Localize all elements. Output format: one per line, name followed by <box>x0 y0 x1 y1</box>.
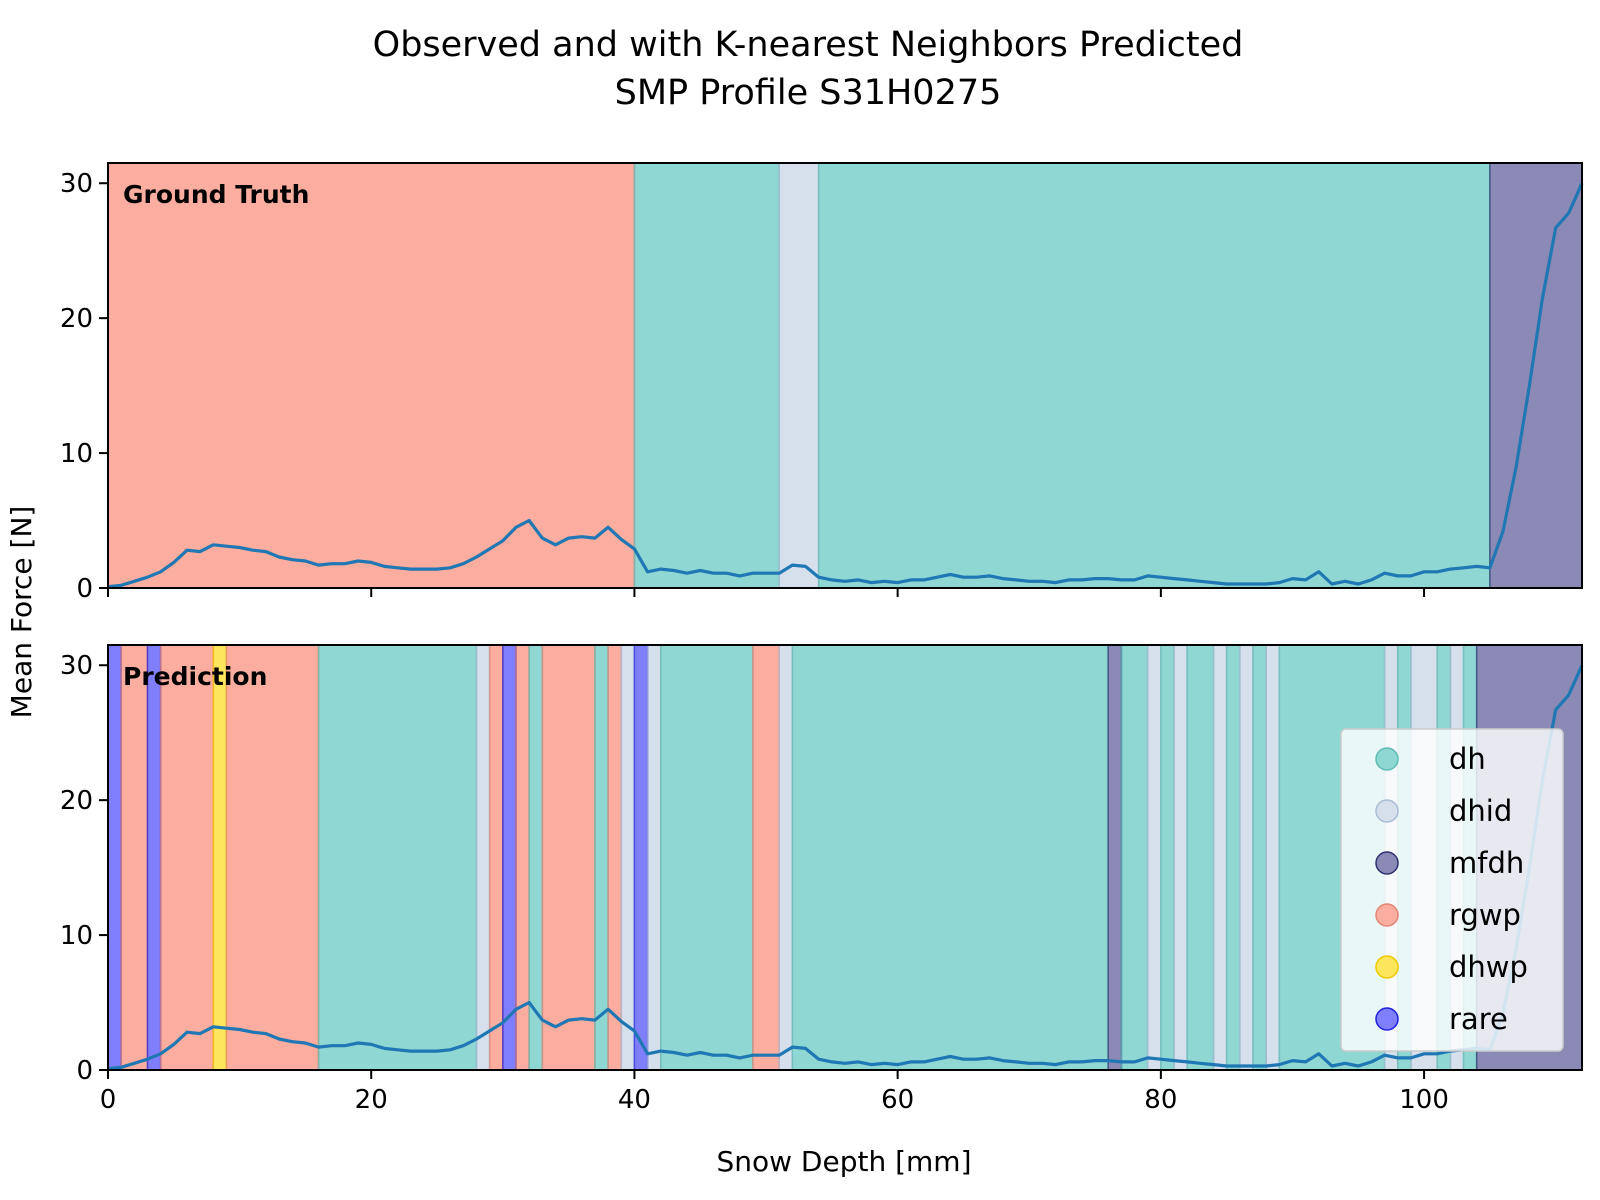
legend-entry-dhid: dhid <box>1449 794 1512 828</box>
segment-dhid <box>1174 645 1188 1070</box>
legend-marker-dh <box>1375 747 1399 771</box>
segment-dhid <box>779 645 793 1070</box>
segment-dh <box>1187 645 1214 1070</box>
segment-dh <box>634 163 780 588</box>
y-axis-label: Mean Force [N] <box>5 506 38 719</box>
legend-entry-dhwp: dhwp <box>1449 950 1528 984</box>
segment-rgwp <box>489 645 503 1070</box>
segment-dhid <box>476 645 490 1070</box>
y-tick-label: 20 <box>60 786 93 816</box>
y-tick-label: 30 <box>60 169 93 199</box>
segment-dh <box>318 645 477 1070</box>
segment-dhid <box>1239 645 1253 1070</box>
x-tick-label: 20 <box>355 1085 388 1115</box>
panel-label: Prediction <box>123 662 267 691</box>
y-tick-label: 0 <box>76 574 93 604</box>
y-tick-label: 30 <box>60 651 93 681</box>
segment-dhid <box>1213 645 1227 1070</box>
y-tick-label: 20 <box>60 304 93 334</box>
segment-rgwp <box>108 163 635 588</box>
segment-dh <box>1121 645 1148 1070</box>
x-tick-label: 60 <box>881 1085 914 1115</box>
segment-rgwp <box>226 645 319 1070</box>
y-tick-label: 10 <box>60 439 93 469</box>
chart-title: Observed and with K-nearest Neighbors Pr… <box>373 25 1244 65</box>
segment-rgwp <box>542 645 595 1070</box>
series-line-mean-force <box>107 664 1584 1071</box>
segment-rgwp <box>752 645 780 1070</box>
segment-dh <box>792 645 1109 1070</box>
legend-marker-mfdh <box>1375 851 1399 875</box>
x-tick-label: 40 <box>618 1085 651 1115</box>
segment-dh <box>1226 645 1240 1070</box>
segment-dhid <box>647 645 661 1070</box>
segment-rare <box>634 645 648 1070</box>
segment-dhid <box>1147 645 1161 1070</box>
segment-rare <box>502 645 516 1070</box>
chart-subtitle: SMP Profile S31H0275 <box>615 73 1002 113</box>
series-line-mean-force <box>107 182 1584 589</box>
panel-ground-truth: 0 10 20 30 Ground Truth <box>60 162 1584 604</box>
segment-dhid <box>779 163 819 588</box>
legend-entry-rare: rare <box>1449 1002 1508 1036</box>
plot-frame <box>107 644 1583 1071</box>
segment-dhwp <box>213 645 227 1070</box>
y-tick-label: 10 <box>60 921 93 951</box>
segment-rgwp <box>160 645 214 1070</box>
legend-entry-rgwp: rgwp <box>1449 898 1521 932</box>
segment-rgwp <box>608 645 622 1070</box>
segment-dh <box>1160 645 1175 1070</box>
legend-marker-dhid <box>1375 799 1399 823</box>
segment-rgwp <box>121 645 148 1070</box>
segment-dh <box>660 645 753 1070</box>
segment-rare <box>147 645 161 1070</box>
legend-marker-dhwp <box>1375 955 1399 979</box>
legend-entry-mfdh: mfdh <box>1449 846 1524 880</box>
plot-frame <box>107 162 1583 589</box>
legend: dh dhid mfdh rgwp dhwp rare <box>1340 728 1564 1052</box>
segment-mfdh <box>1108 645 1122 1070</box>
segment-rare <box>108 645 122 1070</box>
segment-dhid <box>1266 645 1280 1070</box>
x-tick-label: 0 <box>100 1085 117 1115</box>
legend-entry-dh: dh <box>1449 742 1486 776</box>
x-tick-label: 80 <box>1144 1085 1177 1115</box>
segment-dh <box>1252 645 1267 1070</box>
x-axis-label: Snow Depth [mm] <box>716 1145 971 1178</box>
y-tick-label: 0 <box>76 1056 93 1086</box>
segment-dhid <box>621 645 635 1070</box>
legend-marker-rare <box>1375 1007 1399 1031</box>
segment-dh <box>529 645 543 1070</box>
legend-marker-rgwp <box>1375 903 1399 927</box>
segment-rgwp <box>515 645 530 1070</box>
x-tick-label: 100 <box>1399 1085 1449 1115</box>
segment-dh <box>594 645 609 1070</box>
segment-dh <box>818 163 1490 588</box>
panel-label: Ground Truth <box>123 180 309 209</box>
